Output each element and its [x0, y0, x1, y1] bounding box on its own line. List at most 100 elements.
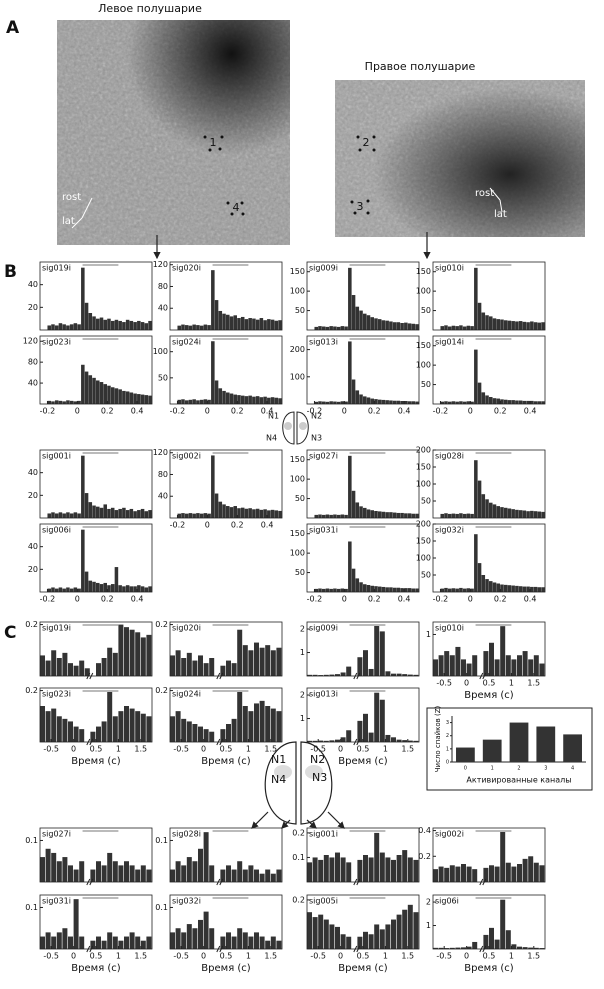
histogram-bar: [242, 869, 248, 882]
y-tick-label: 40: [28, 542, 38, 551]
histogram-bar: [203, 513, 208, 518]
histogram-bar: [359, 310, 363, 330]
histogram-bar: [522, 321, 527, 330]
x-tick-label: 0.5: [483, 679, 496, 688]
histogram-bar: [222, 504, 226, 518]
histogram-bar: [170, 716, 175, 742]
histogram-bar: [73, 587, 78, 592]
histogram-bar: [374, 586, 378, 592]
histogram-bar: [122, 322, 126, 330]
histogram-bar: [489, 316, 493, 330]
histogram-bar: [81, 364, 85, 404]
histogram-bar: [77, 324, 81, 330]
histogram-bar: [466, 401, 471, 404]
histogram-bar: [278, 398, 282, 404]
brain-inset: [251, 741, 345, 829]
y-tick-label: 50: [295, 494, 305, 503]
histogram-bar: [459, 587, 463, 592]
histogram-bar: [218, 310, 223, 330]
histogram-bar: [170, 932, 175, 949]
histogram-bar: [81, 267, 85, 330]
histogram-bar: [496, 319, 500, 330]
histogram-bar: [148, 320, 152, 330]
histogram-bar: [207, 399, 211, 404]
histogram-bar: [140, 637, 146, 676]
histogram-bar: [400, 588, 404, 592]
histogram-bar: [101, 940, 107, 949]
x-tick-label: 1.5: [134, 952, 147, 961]
histogram-bar: [481, 312, 486, 330]
y-tick-label: 0.2: [292, 895, 305, 904]
histogram-bar: [175, 711, 181, 742]
plot-name: sig002i: [435, 830, 464, 839]
histogram-bar: [203, 399, 208, 404]
histogram-bar: [485, 499, 489, 518]
axis-break: [86, 738, 91, 746]
histogram-bar: [248, 650, 254, 676]
histogram-bar: [270, 936, 276, 949]
histogram-bar: [329, 740, 335, 742]
histogram-bar: [321, 326, 326, 330]
histogram-bar: [186, 652, 192, 676]
histogram-bar: [335, 739, 340, 742]
histogram-bar: [335, 674, 340, 676]
histogram-bar: [357, 859, 363, 882]
plot-name: sig032i: [172, 897, 201, 906]
x-tick-label: 0: [75, 595, 80, 604]
histogram-bar: [396, 739, 402, 742]
histogram-bar: [407, 401, 412, 404]
x-axis-label: Время (с): [464, 690, 513, 701]
histogram-bar: [449, 865, 455, 882]
histogram-bar: [455, 401, 459, 404]
lat-label: lat: [494, 209, 507, 220]
histogram-bar: [146, 869, 152, 882]
y-tick-label: 50: [421, 380, 431, 389]
left-image: [57, 20, 290, 245]
histogram-bar: [314, 326, 318, 330]
histogram-bar: [248, 395, 252, 404]
histogram-bar: [329, 924, 335, 949]
brain-inset: [282, 411, 309, 445]
histogram-bar: [129, 629, 135, 676]
histogram-bar: [389, 321, 393, 330]
plot-name: sig009i: [309, 264, 338, 273]
histogram-bar: [459, 401, 463, 404]
histogram-bar: [522, 947, 528, 949]
x-tick-label: -0.2: [40, 407, 56, 416]
histogram-bar: [47, 588, 51, 592]
histogram-bar: [114, 510, 119, 518]
y-tick-label: 0.2: [418, 852, 431, 861]
histogram-bar: [518, 400, 523, 404]
histogram-bar: [148, 510, 152, 518]
histogram-bar: [517, 655, 522, 676]
histogram-bar: [500, 626, 506, 676]
plot-name: sig020i: [172, 264, 201, 273]
histogram-bar: [96, 318, 100, 330]
histogram-bar: [58, 587, 63, 592]
histogram-bar: [54, 513, 59, 518]
histogram-bar: [385, 734, 391, 742]
histogram-bar: [248, 318, 252, 330]
histogram-bar: [392, 587, 397, 592]
histogram-bar: [472, 655, 478, 676]
histogram-bar: [263, 320, 267, 330]
x-tick-label: 0: [338, 952, 343, 961]
histogram-bar: [107, 647, 113, 676]
histogram-bar: [444, 325, 448, 330]
plot-name: sig027i: [309, 452, 338, 461]
histogram-bar: [533, 322, 538, 330]
histogram-bar: [459, 325, 463, 330]
histogram-bar: [323, 919, 329, 949]
histogram-bar: [84, 668, 90, 676]
histogram-bar: [340, 326, 345, 330]
histogram-bar: [252, 509, 256, 518]
histogram-bar: [101, 721, 107, 742]
histogram-bar: [533, 862, 539, 882]
histogram-bar: [135, 632, 141, 676]
y-tick-label: 100: [290, 475, 305, 484]
histogram-bar: [237, 395, 241, 404]
histogram-bar: [329, 401, 333, 404]
histogram-bar: [192, 861, 198, 882]
y-tick-label: 0.2: [292, 828, 305, 837]
x-tick-label: 0.4: [261, 521, 274, 530]
